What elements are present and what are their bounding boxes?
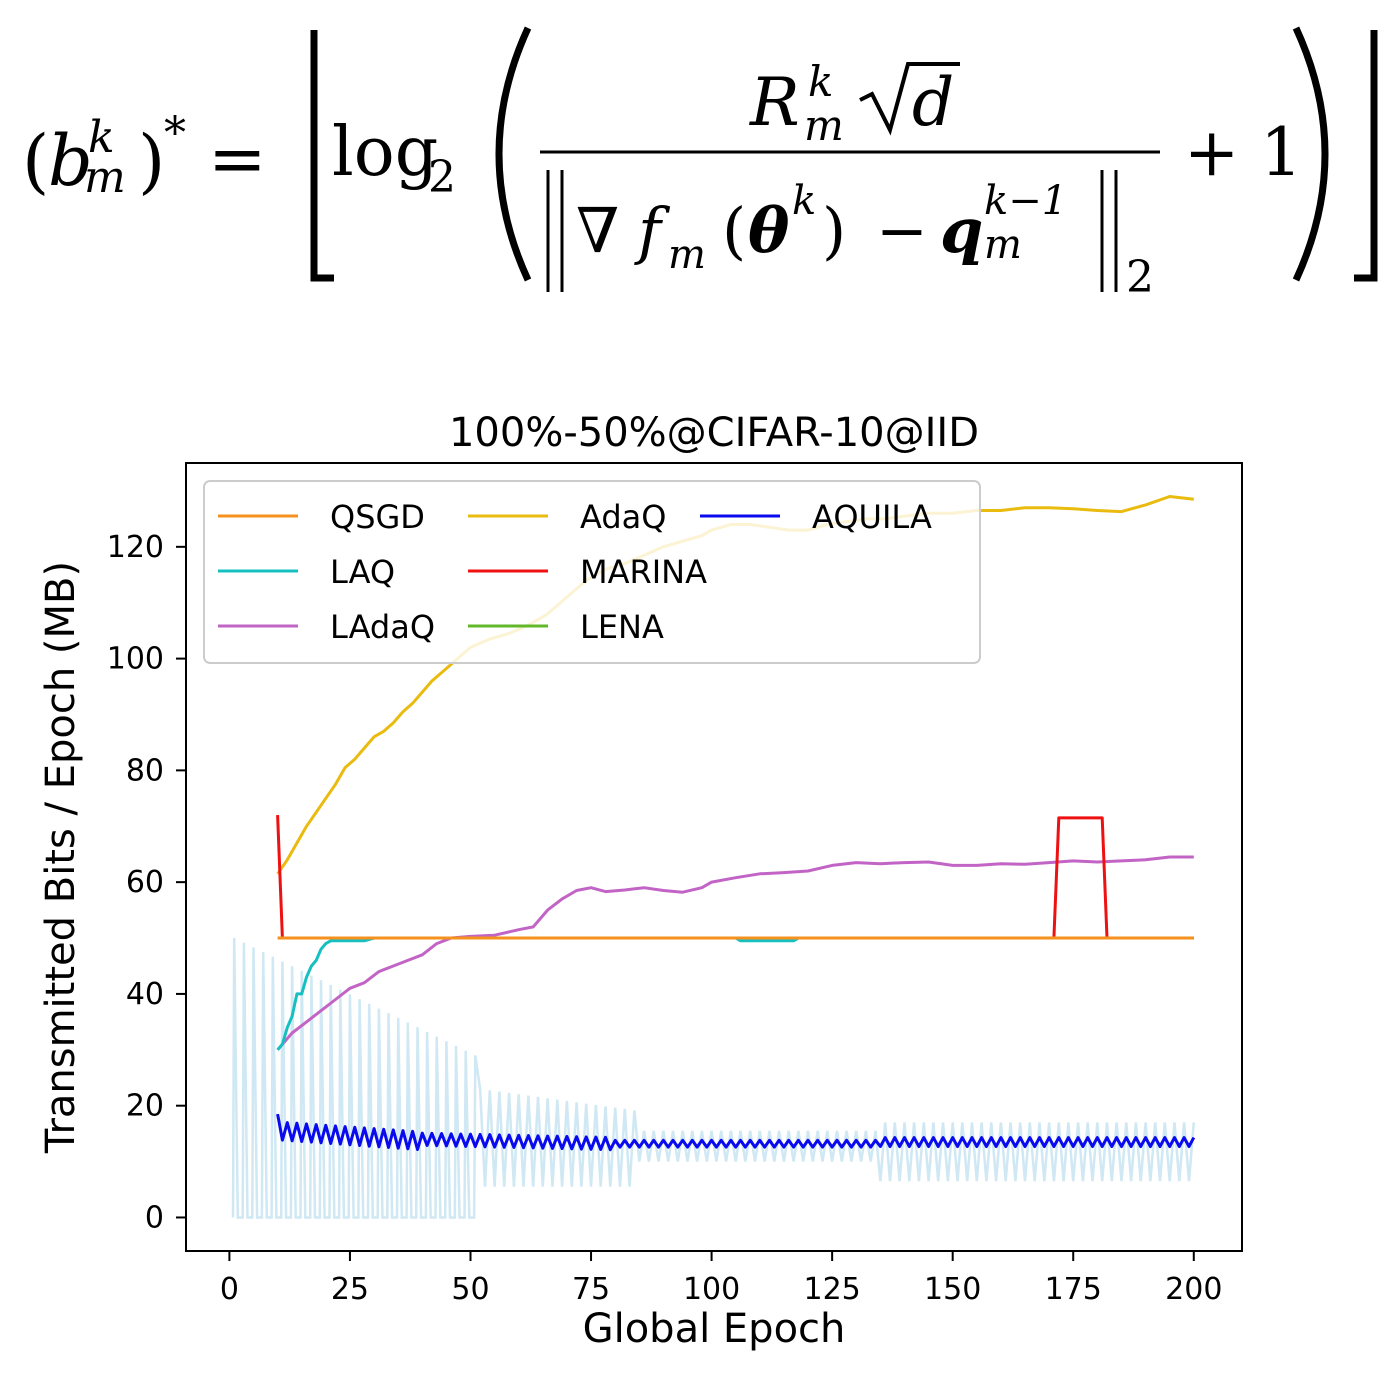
legend-label-lena: LENA [580, 608, 664, 646]
series-line-laq [276, 936, 1194, 1051]
formula-den-paren-close: ) [822, 194, 846, 267]
y-tick-label: 60 [126, 865, 164, 900]
formula-den-norm-sub: 2 [1126, 252, 1154, 303]
y-tick-label: 20 [126, 1089, 164, 1124]
formula-equals: = [208, 118, 267, 200]
formula-den-f-sub: m [668, 232, 706, 278]
x-tick-label: 150 [924, 1272, 981, 1307]
x-tick-label: 175 [1045, 1272, 1102, 1307]
legend-label-laq: LAQ [330, 553, 395, 591]
formula-plus-one: + 1 [1184, 114, 1302, 191]
x-tick-label: 200 [1165, 1272, 1222, 1307]
formula-den-q: q [940, 194, 983, 267]
y-axis-label: Transmitted Bits / Epoch (MB) [38, 561, 84, 1154]
formula-lhs-base: b [48, 120, 93, 202]
formula-den-minus: − [876, 194, 928, 267]
legend-label-ladaq: LAdaQ [330, 608, 435, 646]
floor-left-bracket [310, 30, 334, 282]
x-tick-label: 100 [683, 1272, 740, 1307]
axes-frame [185, 462, 1243, 1252]
formula-den-q-sub: m [984, 222, 1022, 268]
formula-num-r: R [749, 64, 800, 141]
formula-den-f: f [634, 194, 671, 267]
x-tick-label: 50 [451, 1272, 489, 1307]
series-line-aquila [276, 1113, 1196, 1152]
axis-ticks: 0 25 50 75 100 125 150 175 200 0 20 40 60 80 100 120 [107, 530, 1223, 1307]
legend-label-qsgd: QSGD [330, 498, 425, 536]
formula-den-paren-open: ( [722, 194, 746, 267]
formula-den-q-sup: k−1 [984, 178, 1067, 224]
formula-num-d: d [912, 64, 954, 141]
legend-label-marina: MARINA [580, 553, 707, 591]
y-tick-label: 40 [126, 977, 164, 1012]
x-tick-label: 75 [572, 1272, 610, 1307]
formula-den-theta: θ [748, 194, 790, 267]
formula-lhs-close: ) [138, 120, 165, 202]
big-paren-right [1292, 26, 1329, 282]
formula-den-theta-sup: k [792, 178, 816, 224]
chart: 100%-50%@CIFAR-10@IID 0 25 50 75 100 125 150 17… [38, 410, 1243, 1352]
formula-log-sub: 2 [428, 152, 456, 203]
formula-num-sup: k [808, 57, 833, 106]
formula-den-nabla: ∇ [576, 194, 619, 267]
x-tick-label: 0 [220, 1272, 239, 1307]
y-tick-label: 100 [107, 642, 164, 677]
legend: QSGD LAQ LAdaQ AdaQ MARINA LENA AQUILA [203, 480, 981, 664]
formula-lhs-sup: k [88, 112, 115, 163]
series-line-ladaq [276, 855, 1194, 1051]
series-background-oscillation [231, 937, 1196, 1219]
big-paren-left [495, 26, 532, 282]
formula-log: log [332, 113, 438, 192]
chart-title: 100%-50%@CIFAR-10@IID [449, 410, 979, 456]
x-tick-label: 25 [331, 1272, 369, 1307]
x-axis-label: Global Epoch [583, 1306, 846, 1352]
formula-lhs-star: * [164, 108, 186, 159]
formula-lhs-sub: m [84, 152, 126, 203]
formula-lhs-open: ( [22, 120, 49, 202]
y-tick-label: 120 [107, 530, 164, 565]
y-tick-label: 80 [126, 753, 164, 788]
legend-label-aquila: AQUILA [812, 498, 932, 536]
formula-num-sub: m [804, 101, 844, 150]
legend-label-adaq: AdaQ [580, 498, 666, 536]
x-tick-label: 125 [804, 1272, 861, 1307]
formula: ( b k m ) * = log 2 R k m d ∇ f m ( θ k … [22, 26, 1378, 303]
floor-right-bracket [1354, 30, 1378, 282]
sqrt-sign [859, 62, 960, 136]
legend-box [203, 480, 981, 664]
y-tick-label: 0 [145, 1200, 164, 1235]
